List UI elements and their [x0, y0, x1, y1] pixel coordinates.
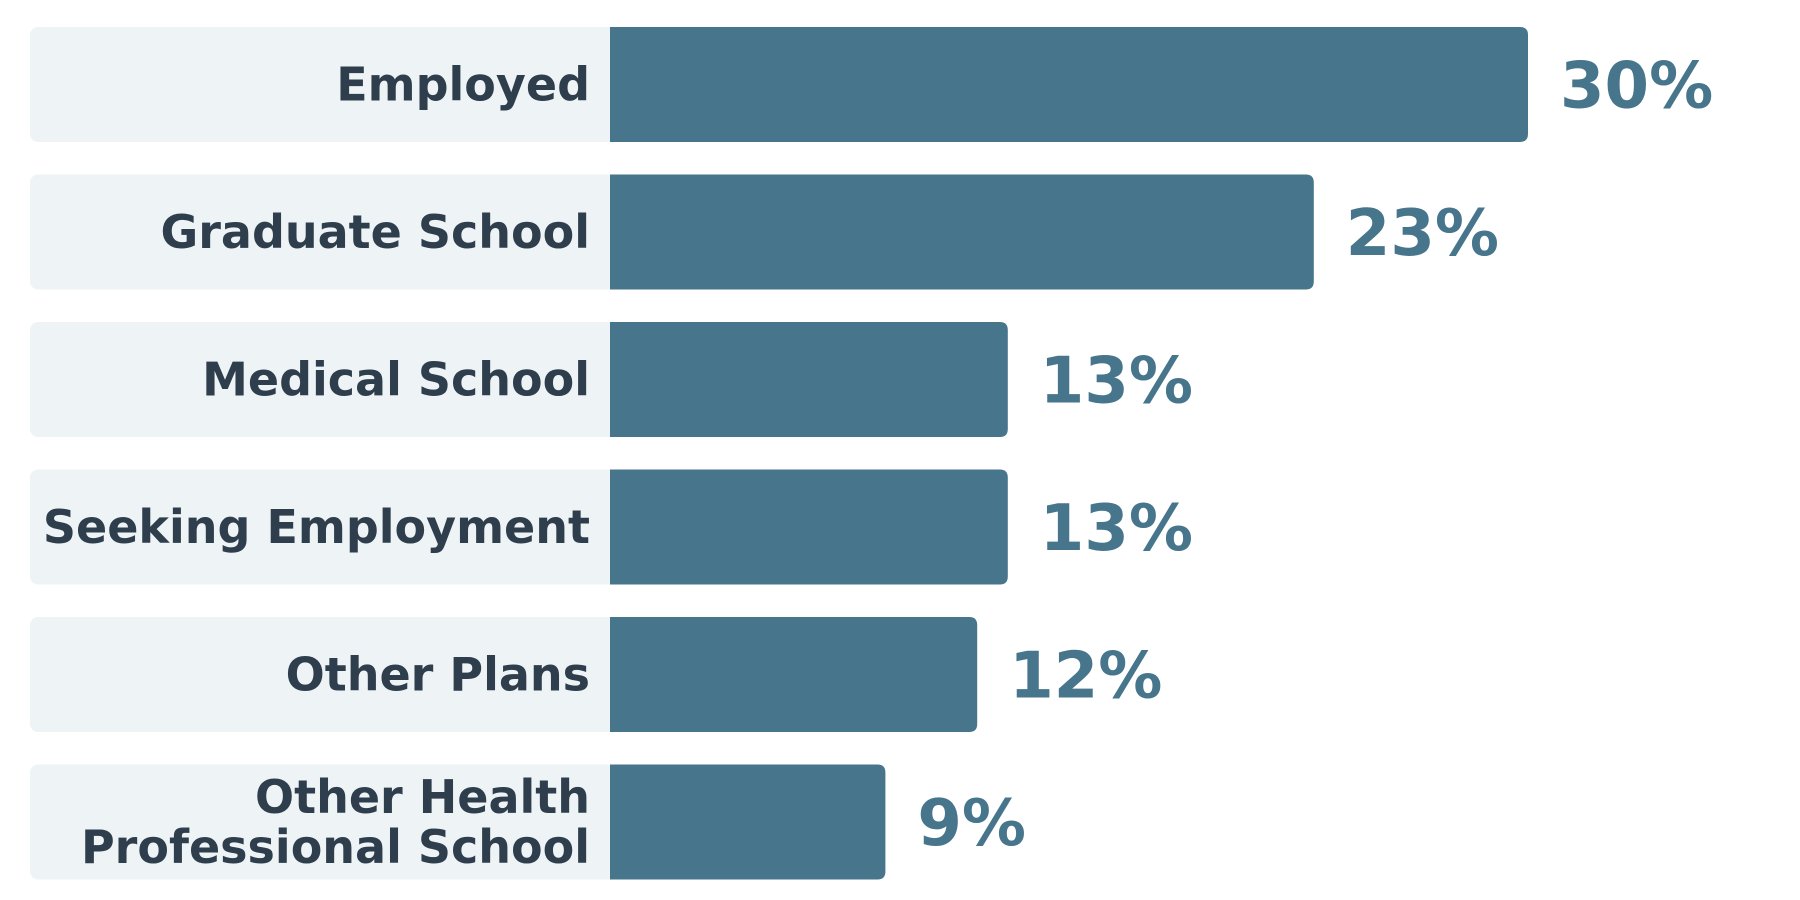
bar-row: Other Health Professional School 9% — [30, 764, 1026, 880]
category-label-line: Seeking Employment — [43, 500, 590, 554]
row-background — [30, 174, 630, 290]
value-label: 13% — [1040, 345, 1193, 419]
category-label: Seeking Employment — [43, 500, 590, 554]
row-background — [30, 764, 630, 880]
bar-row: Other Plans 12% — [30, 617, 1162, 732]
bar — [610, 174, 1314, 290]
row-background — [30, 617, 630, 732]
bar — [610, 27, 1528, 142]
value-label: 13% — [1040, 492, 1193, 566]
bar-row: Medical School 13% — [30, 322, 1193, 437]
bar — [610, 617, 978, 732]
category-label-line: Employed — [336, 58, 590, 112]
bar-row: Graduate School 23% — [30, 174, 1499, 290]
row-background — [30, 27, 630, 142]
bar — [610, 322, 1008, 437]
bar-row: Employed 30% — [30, 27, 1713, 142]
category-label: Employed — [336, 58, 590, 112]
category-label-line: Professional School — [81, 820, 590, 874]
row-background — [30, 469, 630, 585]
value-label: 9% — [917, 787, 1026, 861]
category-label-line: Other Plans — [286, 648, 590, 702]
bar — [610, 469, 1008, 585]
category-label: Other Plans — [286, 648, 590, 702]
bar-row: Seeking Employment 13% — [30, 469, 1193, 585]
category-label: Graduate School — [160, 205, 590, 259]
category-label-line: Medical School — [202, 353, 590, 407]
value-label: 23% — [1346, 197, 1499, 271]
category-label-line: Graduate School — [160, 205, 590, 259]
value-label: 30% — [1560, 50, 1713, 124]
value-label: 12% — [1009, 640, 1162, 714]
category-label: Medical School — [202, 353, 590, 407]
category-label: Other Health Professional School — [81, 770, 590, 874]
row-background — [30, 322, 630, 437]
category-label-line: Other Health — [255, 770, 590, 824]
bar — [610, 764, 886, 880]
